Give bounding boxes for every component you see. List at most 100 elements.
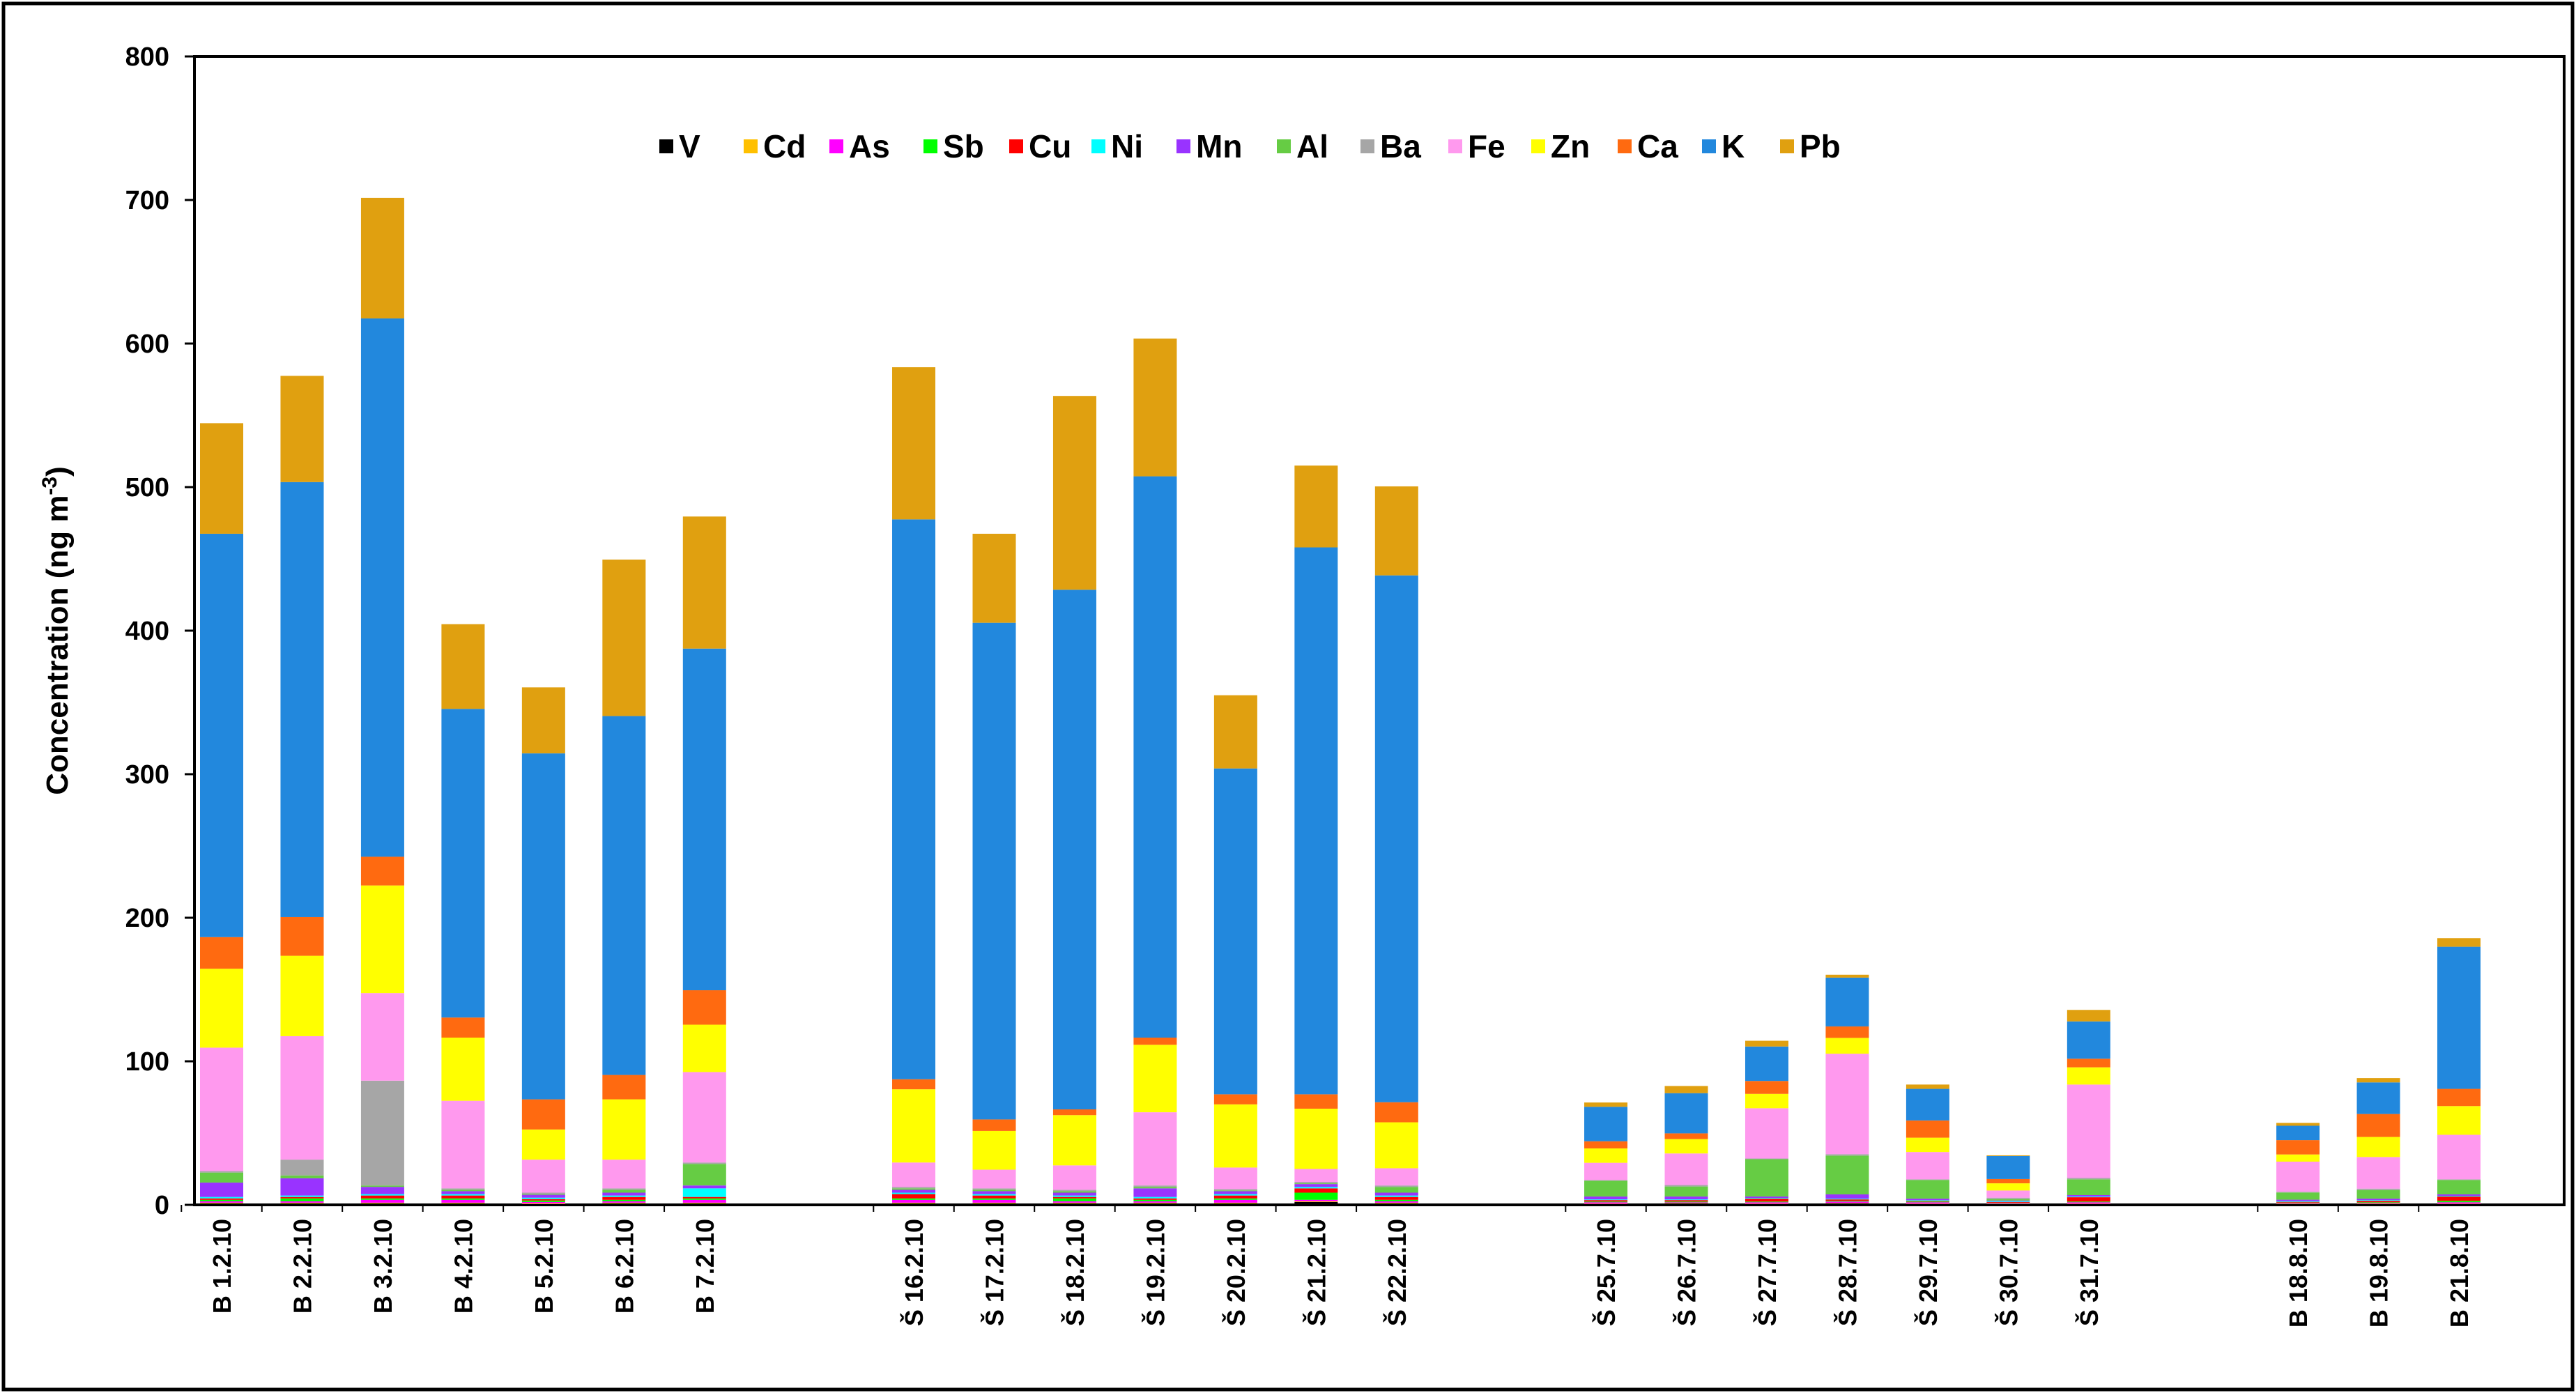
bar-segment-as [2067, 1202, 2110, 1204]
bar-segment-ca [2356, 1114, 2400, 1137]
bar-segment-pb [1825, 974, 1869, 978]
bar-segment-fe [602, 1160, 646, 1189]
bar-segment-k [892, 519, 936, 1079]
bar-segment-v [1213, 1203, 1257, 1205]
bar-segment-pb [1584, 1102, 1628, 1107]
bar-segment-ni [1133, 1196, 1177, 1199]
bar-segment-mn [2437, 1194, 2481, 1196]
bar-segment-ni [2276, 1201, 2320, 1202]
bar-segment-k [1213, 768, 1257, 1095]
bar-segment-zn [1664, 1139, 1708, 1154]
bar-segment-sb [2437, 1201, 2481, 1203]
bar-segment-al [521, 1194, 565, 1195]
bar-segment-al [602, 1190, 646, 1193]
bar-segment-k [1133, 476, 1177, 1038]
bar-segment-ni [2356, 1200, 2400, 1201]
bar-segment-k [2067, 1021, 2110, 1059]
y-tick-label: 500 [125, 473, 169, 502]
bar-segment-mn [521, 1194, 565, 1198]
y-tick-label: 800 [125, 43, 169, 72]
bar-segment-sb [360, 1198, 404, 1200]
bar-segment-sb [1584, 1201, 1628, 1203]
bar-segment-al [1986, 1199, 2030, 1201]
bar-segment-sb [1745, 1201, 1788, 1203]
bar-segment-cu [1213, 1195, 1257, 1199]
bar-segment-k [280, 482, 324, 917]
bar-segment-ni [521, 1197, 565, 1199]
bar-segment-zn [2067, 1067, 2110, 1085]
bar-segment-zn [280, 955, 324, 1036]
bar-segment-v [1745, 1203, 1788, 1205]
bar-segment-ni [892, 1192, 936, 1194]
x-tick-label: B 21.8.10 [2445, 1219, 2474, 1327]
bar-segment-as [1052, 1201, 1096, 1203]
x-tick-label: B 4.2.10 [449, 1219, 477, 1314]
bar-segment-ba [1374, 1185, 1418, 1187]
bar-segment-fe [1906, 1152, 1949, 1180]
bar-segment-v [521, 1203, 565, 1205]
bar-segment-ba [2067, 1178, 2110, 1180]
bar-segment-cd [521, 1203, 565, 1204]
y-tick-label: 300 [125, 760, 169, 790]
bar-segment-ba [682, 1162, 726, 1164]
bar-segment-ca [280, 916, 324, 956]
bar-segment-as [682, 1199, 726, 1203]
bar-segment-cu [1584, 1200, 1628, 1202]
bar-segment-k [521, 753, 565, 1100]
bar-segment-zn [1294, 1108, 1338, 1169]
y-tick-label: 0 [155, 1191, 169, 1220]
bar-segment-as [1825, 1201, 1869, 1203]
legend-swatch-as [829, 139, 843, 153]
bar-segment-mn [200, 1183, 243, 1197]
bar-segment-sb [602, 1199, 646, 1201]
bar-segment-ca [682, 990, 726, 1025]
bar-segment-sb [2356, 1202, 2400, 1203]
bar-segment-as [280, 1201, 324, 1203]
bar-segment-zn [1584, 1148, 1628, 1163]
bar-segment-ca [1133, 1038, 1177, 1045]
bar-segment-pb [972, 533, 1016, 623]
legend-swatch-ba [1360, 139, 1374, 153]
bar-segment-zn [2356, 1137, 2400, 1157]
bar-segment-v [441, 1203, 485, 1205]
bar-segment-ba [2437, 1179, 2481, 1180]
x-tick-label: Š 22.2.10 [1382, 1219, 1411, 1326]
bar-segment-ca [1052, 1109, 1096, 1116]
bar-segment-pb [521, 687, 565, 754]
bar-segment-fe [360, 993, 404, 1081]
bar-segment-as [1374, 1201, 1418, 1203]
bar-segment-ba [1745, 1158, 1788, 1160]
bar-segment-sb [441, 1198, 485, 1200]
bar-segment-v [1986, 1203, 2030, 1205]
x-tick-label: B 3.2.10 [369, 1219, 397, 1314]
bar-segment-pb [2356, 1078, 2400, 1083]
y-tick-label: 600 [125, 330, 169, 359]
bar-segment-pb [441, 624, 485, 709]
bar-segment-sb [1213, 1198, 1257, 1200]
legend: V Cd As Sb Cu Ni Mn Al Ba Fe Zn Ca K Pb [659, 128, 1841, 164]
bar-segment-k [1745, 1046, 1788, 1082]
y-tick-label: 400 [125, 617, 169, 646]
bar-segment-cd [1584, 1203, 1628, 1204]
bar-segment-cd [2276, 1203, 2320, 1204]
bar-segment-ni [1986, 1201, 2030, 1202]
bar-segment-pb [360, 197, 404, 318]
bar-segment-ba [441, 1188, 485, 1190]
y-axis-title: Concentration (ng m-3) [38, 466, 75, 795]
bar-segment-as [360, 1199, 404, 1203]
bar-segment-k [200, 533, 243, 937]
bar-segment-ni [1584, 1199, 1628, 1201]
bar-segment-fe [892, 1162, 936, 1187]
legend-label-mn: Mn [1196, 128, 1242, 164]
bar-segment-k [2276, 1125, 2320, 1141]
legend-swatch-zn [1531, 139, 1545, 153]
legend-swatch-fe [1448, 139, 1462, 153]
x-tick-label: Š 31.7.10 [2074, 1219, 2103, 1326]
bar-segment-ni [360, 1194, 404, 1196]
bar-segment-cu [1825, 1199, 1869, 1201]
bar-segment-ni [682, 1188, 726, 1197]
bar-segment-zn [602, 1099, 646, 1160]
bar-segment-ca [2067, 1059, 2110, 1068]
legend-label-v: V [679, 128, 700, 164]
legend-swatch-k [1702, 139, 1716, 153]
